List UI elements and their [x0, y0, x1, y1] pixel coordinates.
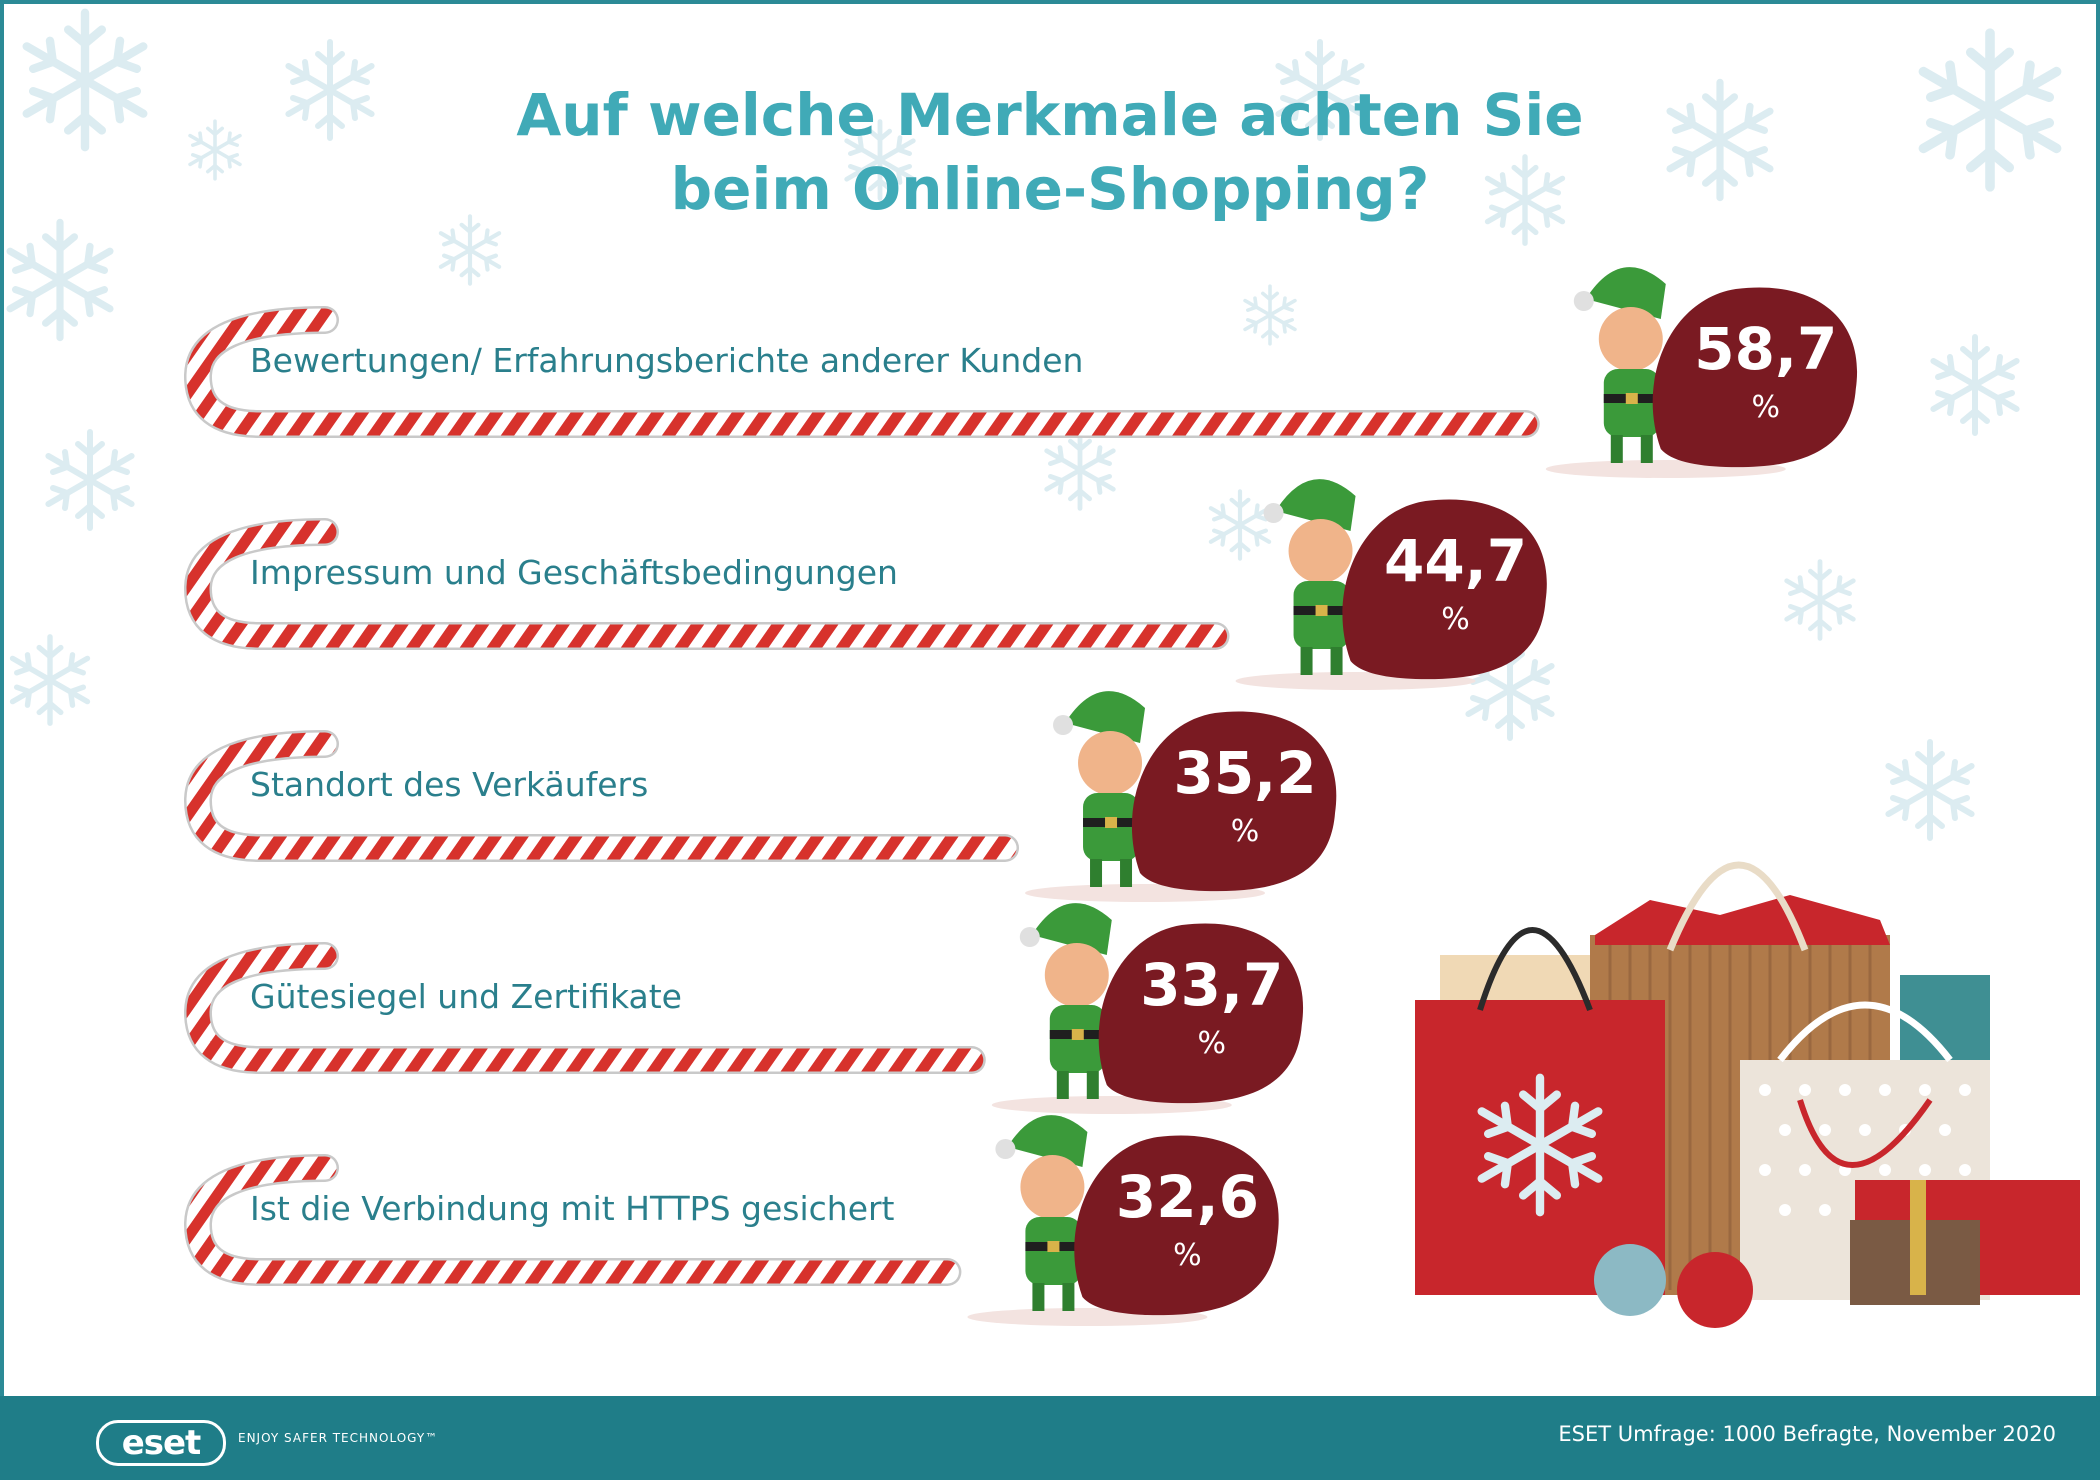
bar-row: Ist die Verbindung mit HTTPS gesichert 32…	[184, 1115, 1279, 1326]
bar-row: Standort des Verkäufers 35,2%	[184, 691, 1337, 902]
value-label: 33,7	[1140, 951, 1283, 1019]
snowflake-icon	[188, 119, 242, 181]
snowflake-icon	[1888, 742, 1971, 838]
gift-sack-icon	[1652, 287, 1858, 468]
page-title: Auf welche Merkmale achten Sie beim Onli…	[300, 78, 1800, 226]
candy-cane-bar	[184, 942, 986, 1074]
snowflake-icon	[1047, 432, 1114, 509]
category-label: Ist die Verbindung mit HTTPS gesichert	[250, 1189, 895, 1228]
title-line-1: Auf welche Merkmale achten Sie	[516, 81, 1584, 149]
bar	[186, 944, 984, 1072]
value-label: 58,7	[1694, 315, 1837, 383]
title-line-2: beim Online-Shopping?	[670, 155, 1430, 223]
candy-cane-bar	[184, 306, 1540, 438]
gift-sack-icon	[1342, 499, 1547, 680]
bar	[186, 732, 1017, 860]
category-label: Impressum und Geschäftsbedingungen	[250, 553, 898, 592]
bar	[186, 1156, 959, 1284]
shopping-bags-icon	[1415, 861, 2080, 1328]
gift-sack-icon	[1098, 923, 1304, 1104]
snowflake-icon	[48, 432, 131, 528]
snowflake-icon	[27, 13, 143, 147]
snowflake-icon	[13, 637, 88, 723]
category-label: Gütesiegel und Zertifikate	[250, 977, 682, 1016]
footer-bar	[0, 1396, 2100, 1480]
snowflake-icon	[1211, 491, 1269, 558]
unit-label: %	[1441, 602, 1470, 637]
unit-label: %	[1752, 390, 1781, 425]
value-label: 35,2	[1173, 739, 1316, 807]
value-label: 32,6	[1116, 1163, 1259, 1231]
bar	[186, 520, 1228, 648]
snowflake-icon	[10, 222, 110, 337]
elf-icon	[1025, 691, 1266, 902]
snowflake-icon	[1787, 562, 1854, 639]
value-label: 44,7	[1384, 527, 1527, 595]
snowflake-icon	[1243, 284, 1297, 346]
snowflake-icon	[1933, 337, 2016, 433]
unit-label: %	[1173, 1238, 1202, 1273]
bar-row: Bewertungen/ Erfahrungsberichte anderer …	[184, 267, 1858, 478]
source-note: ESET Umfrage: 1000 Befragte, November 20…	[1558, 1422, 2056, 1446]
bar	[186, 308, 1538, 436]
gift-sack-icon	[1131, 711, 1337, 892]
unit-label: %	[1231, 814, 1260, 849]
eset-logo: eset	[96, 1420, 226, 1466]
bar-row: Gütesiegel und Zertifikate 33,7%	[184, 903, 1304, 1114]
category-label: Standort des Verkäufers	[250, 765, 648, 804]
snowflake-icon	[441, 216, 499, 283]
snowflake-icon	[1923, 33, 2056, 187]
category-label: Bewertungen/ Erfahrungsberichte anderer …	[250, 341, 1083, 380]
gift-sack-icon	[1074, 1135, 1279, 1316]
candy-cane-bar	[184, 518, 1230, 650]
candy-cane-bar	[184, 1154, 962, 1286]
bar-row: Impressum und Geschäftsbedingungen 44,7%	[184, 479, 1547, 690]
tagline: ENJOY SAFER TECHNOLOGY™	[238, 1431, 439, 1445]
elf-icon	[1235, 479, 1476, 690]
candy-cane-bar	[184, 730, 1020, 862]
unit-label: %	[1198, 1026, 1227, 1061]
